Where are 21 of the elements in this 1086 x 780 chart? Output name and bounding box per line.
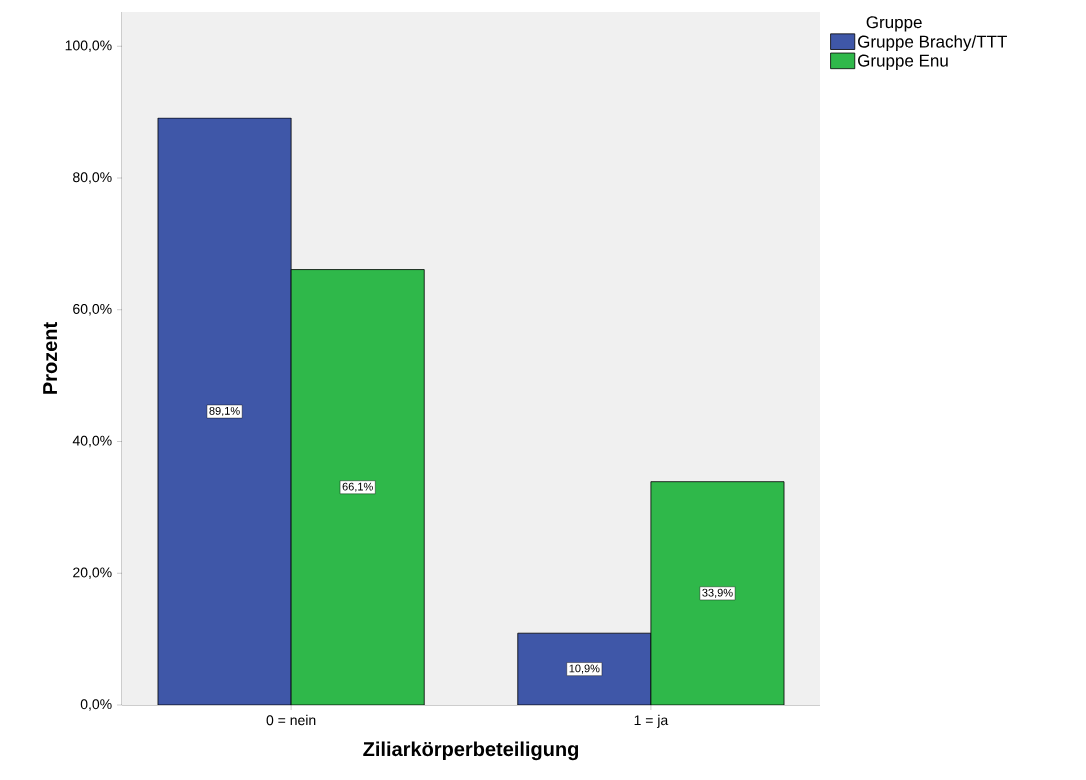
y-tick-label: 20,0% [73, 567, 112, 580]
x-tick-label: 0 = nein [266, 714, 316, 726]
y-tick-label: 0,0% [80, 699, 112, 711]
bar [650, 481, 785, 705]
legend-label: Gruppe Enu [858, 54, 948, 70]
x-tick-label: 1 = ja [634, 714, 669, 728]
x-axis-title: Ziliarkörperbeteiligung [363, 741, 579, 761]
bar [157, 117, 292, 705]
data-label: 89,1% [209, 406, 240, 417]
y-tick-label: 80,0% [73, 172, 112, 184]
y-tick-label: 100,0% [65, 40, 112, 53]
legend-label: Gruppe Brachy/TTT [858, 35, 1007, 52]
data-label: 33,9% [702, 588, 733, 598]
bar [290, 269, 425, 705]
y-tick-label: 60,0% [73, 303, 112, 316]
data-label: 10,9% [569, 664, 600, 674]
y-axis-title: Prozent [43, 322, 58, 394]
data-label: 66,1% [342, 482, 373, 492]
y-tick-label: 40,0% [72, 435, 112, 448]
bar [517, 632, 652, 705]
legend-title: Gruppe [866, 16, 922, 32]
